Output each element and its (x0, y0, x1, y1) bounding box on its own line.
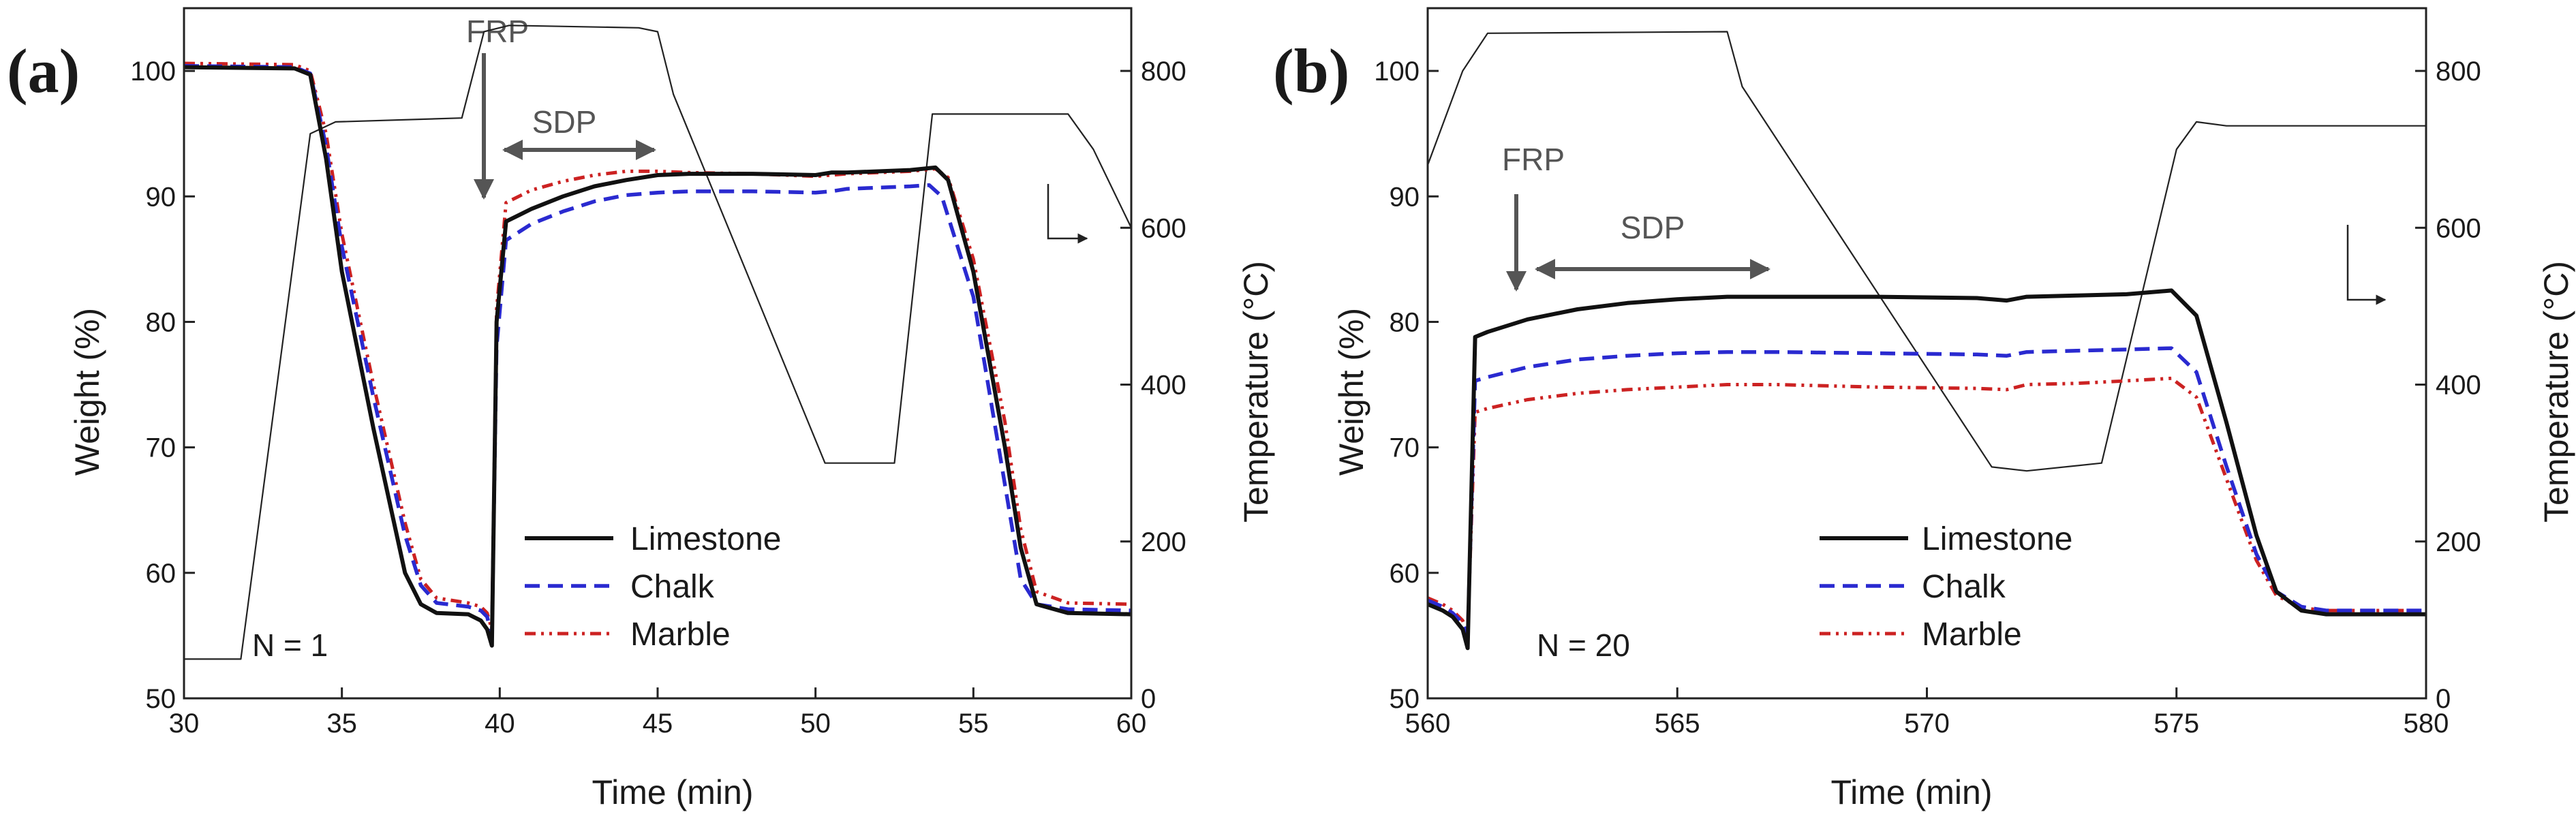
panel-a-y-tick-label: 50 (146, 684, 177, 714)
panel-a-series-limestone (184, 65, 1131, 648)
panel-a-legend-label-chalk: Chalk (630, 569, 715, 605)
panel-a-series-marble (184, 61, 1131, 632)
panel-b-x-tick-label: 580 (2404, 709, 2449, 739)
panel-a-x-tick-label: 60 (1116, 709, 1147, 739)
panel-a-x-tick-label: 35 (326, 709, 357, 739)
panel-a-y-tick-label: 70 (146, 433, 177, 463)
panel-a-y-tick-label: 100 (130, 57, 176, 87)
panel-b-temperature-axis-indicator (2346, 225, 2387, 305)
panel-a-y2-tick-label: 600 (1141, 213, 1186, 243)
panel-a-series-temperature (184, 25, 1131, 660)
panel-b: (b) Weight (%) Temperature (°C) Time (mi… (1273, 7, 2575, 811)
panel-b-legend-label-limestone: Limestone (1922, 521, 2072, 557)
panel-b-y2-tick-label: 800 (2436, 57, 2481, 87)
panel-b-x-tick-label: 570 (1904, 709, 1950, 739)
panel-a-y-tick-label: 90 (146, 182, 177, 212)
panel-b-y-tick-label: 50 (1390, 684, 1420, 714)
panel-a-y2-tick-label: 400 (1141, 371, 1186, 401)
panel-a-y2-tick-label: 200 (1141, 527, 1186, 557)
panel-b-y-tick-label: 100 (1374, 57, 1420, 87)
panel-b-y2-tick-label: 600 (2436, 213, 2481, 243)
panel-a-y2-tick-label: 0 (1141, 684, 1156, 714)
panel-b-series-marble (1428, 376, 2426, 635)
panel-b-series-group (1428, 31, 2426, 651)
panel-b-frp-label: FRP (1502, 142, 1565, 177)
panel-a-frp-label: FRP (466, 14, 529, 49)
panel-a-x-axis-title: Time (min) (592, 773, 753, 811)
panel-b-y-tick-label: 70 (1390, 433, 1420, 463)
panel-b-x-tick-label: 575 (2153, 709, 2199, 739)
panel-a-x-tick-label: 45 (643, 709, 673, 739)
panel-a-y-tick-label: 60 (146, 559, 177, 589)
panel-a-x-tick-label: 40 (485, 709, 515, 739)
panel-b-y2-tick-label: 400 (2436, 371, 2481, 401)
panel-b-label: (b) (1273, 36, 1349, 106)
panel-a-y2-axis-title: Temperature (°C) (1237, 261, 1275, 523)
panel-a-x-tick-label: 55 (958, 709, 989, 739)
panel-a-sdp-label: SDP (532, 104, 597, 140)
panel-b-legend-label-marble: Marble (1922, 617, 2022, 653)
panel-a-legend-label-marble: Marble (630, 617, 731, 653)
panel-a-x-tick-label: 50 (800, 709, 831, 739)
panel-a-y-axis-title: Weight (%) (68, 308, 106, 476)
panel-b-y-tick-label: 60 (1390, 559, 1420, 589)
panel-b-y-axis-title: Weight (%) (1332, 308, 1370, 476)
panel-b-x-tick-label: 560 (1405, 709, 1451, 739)
panel-a-series-chalk (184, 63, 1131, 638)
panel-a-temperature-axis-indicator (1047, 184, 1088, 244)
panel-a: (a) Weight (%) Temperature (°C) Time (mi… (7, 7, 1275, 811)
panel-b-y2-tick-label: 0 (2436, 684, 2451, 714)
panel-b-y-tick-label: 90 (1390, 182, 1420, 212)
panel-a-legend-label-limestone: Limestone (630, 521, 781, 557)
panel-a-label: (a) (7, 36, 80, 106)
panel-b-legend-label-chalk: Chalk (1922, 569, 2006, 605)
panel-a-y2-tick-label: 800 (1141, 57, 1186, 87)
panel-a-x-tick-label: 30 (169, 709, 200, 739)
panel-b-y-tick-label: 80 (1390, 307, 1420, 337)
panel-b-series-temperature (1428, 31, 2426, 472)
panel-b-y2-tick-label: 200 (2436, 527, 2481, 557)
panel-b-x-tick-label: 565 (1655, 709, 1700, 739)
panel-a-y-tick-label: 80 (146, 307, 177, 337)
panel-a-series-group (184, 25, 1131, 660)
panel-a-cycle-label: N = 1 (252, 627, 328, 663)
panel-b-series-limestone (1428, 288, 2426, 651)
panel-b-y2-axis-title: Temperature (°C) (2537, 261, 2575, 523)
panel-b-x-axis-title: Time (min) (1830, 773, 1992, 811)
panel-b-sdp-label: SDP (1621, 210, 1685, 245)
panel-b-cycle-label: N = 20 (1537, 627, 1630, 663)
